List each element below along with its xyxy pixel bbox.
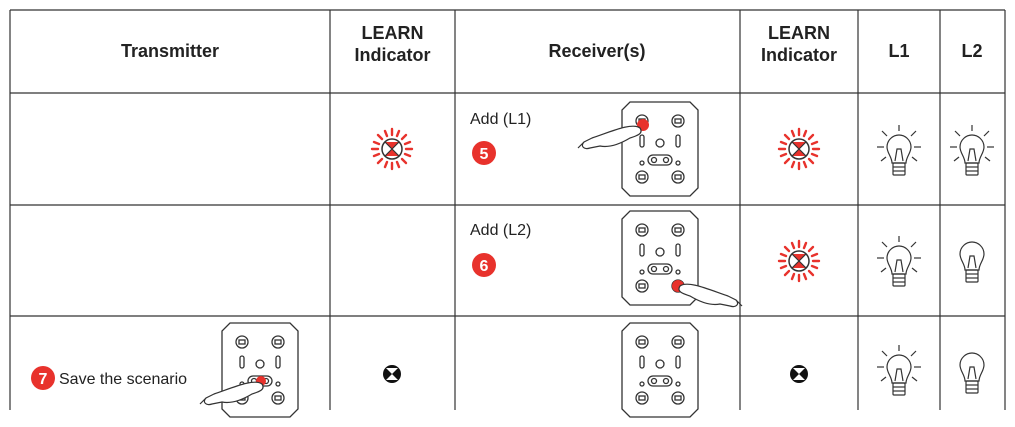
receiver-device xyxy=(621,101,699,197)
finger xyxy=(678,283,743,308)
receiver-label: Add (L1) xyxy=(470,111,531,128)
learn-indicator-blink xyxy=(777,239,821,283)
step-number: 7 xyxy=(39,371,48,388)
row: Add (L2) 6 xyxy=(470,210,985,308)
finger xyxy=(577,125,642,150)
header-cell: L1 xyxy=(888,41,909,61)
header-cell: LEARN Indicator xyxy=(760,23,837,65)
receiver-device xyxy=(621,322,699,418)
header-cell: LEARN Indicator xyxy=(354,23,431,65)
finger xyxy=(199,381,264,406)
receiver-label: Add (L2) xyxy=(470,222,531,239)
row: Add (L1) 5 xyxy=(370,101,994,197)
header-cell: Transmitter xyxy=(121,41,219,61)
step-number: 5 xyxy=(480,146,489,163)
header: Transmitter LEARN Indicator Receiver(s) … xyxy=(121,23,983,65)
step-number: 6 xyxy=(480,258,489,275)
transmitter-label: Save the scenario xyxy=(59,371,187,388)
header-cell-wrap: LEARN Indicator xyxy=(760,23,837,65)
learn-indicator-blink xyxy=(777,127,821,171)
step-badge xyxy=(472,141,496,165)
step-badge xyxy=(31,366,55,390)
bulb-off xyxy=(959,352,985,394)
learn-indicator-steady xyxy=(383,365,401,383)
header-cell: L2 xyxy=(961,41,982,61)
learn-indicator-steady xyxy=(790,365,808,383)
learn-indicator-blink xyxy=(370,127,414,171)
step-badge xyxy=(472,253,496,277)
header-cell: Receiver(s) xyxy=(548,41,645,61)
header-cell-wrap: LEARN Indicator xyxy=(354,23,431,65)
transmitter-device xyxy=(221,322,299,418)
bulb-on xyxy=(877,345,921,395)
bulb-on xyxy=(877,236,921,286)
table-grid xyxy=(9,9,1006,410)
bulb-on xyxy=(950,125,994,175)
row: 7 Save the scenario xyxy=(31,322,985,418)
bulb-off xyxy=(959,241,985,283)
bulb-on xyxy=(877,125,921,175)
